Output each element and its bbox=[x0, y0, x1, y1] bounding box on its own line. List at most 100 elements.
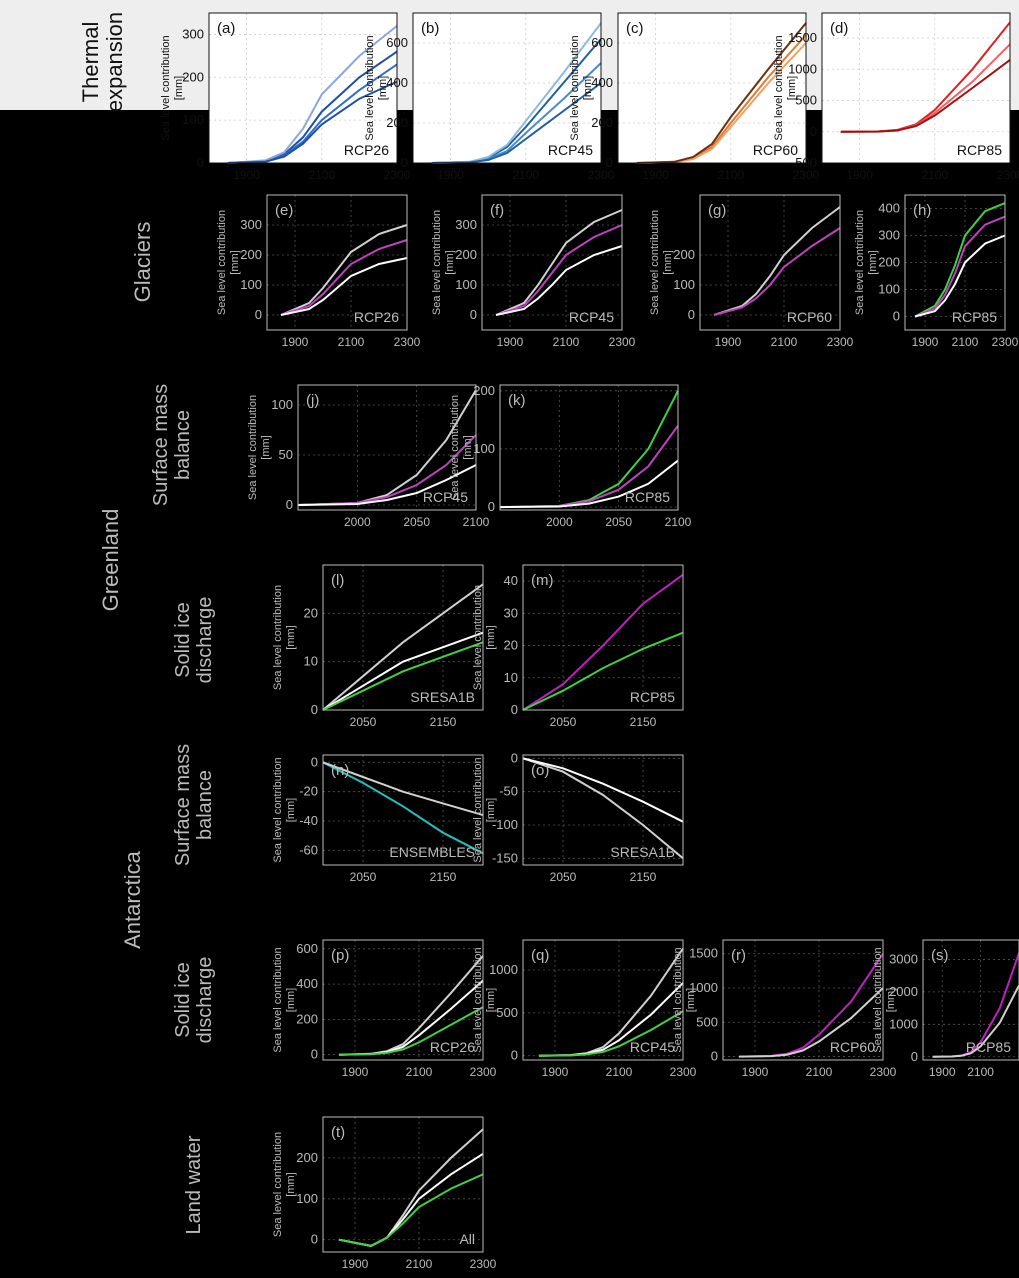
plot-area bbox=[618, 13, 806, 163]
panel-label: (d) bbox=[830, 20, 848, 37]
y-axis-label-line: [mm] bbox=[285, 625, 297, 649]
y-tick-label: -100 bbox=[492, 817, 518, 832]
x-tick-label: 1900 bbox=[929, 1065, 956, 1079]
x-tick-label: 2100 bbox=[308, 168, 335, 182]
y-tick-label: 100 bbox=[673, 277, 695, 292]
panel-label: (r) bbox=[731, 947, 746, 964]
y-axis-label-line: Sea level contribution bbox=[247, 395, 259, 500]
y-axis-label: Sea level contribution[mm] bbox=[569, 35, 594, 140]
y-axis-label: Sea level contribution[mm] bbox=[872, 947, 897, 1052]
x-tick-label: 2100 bbox=[717, 168, 744, 182]
y-axis-label-line: [mm] bbox=[485, 625, 497, 649]
axes-frame bbox=[412, 12, 602, 164]
y-axis-label: Sea level contribution[mm] bbox=[449, 395, 474, 500]
series-line bbox=[338, 1173, 484, 1247]
axes-frame bbox=[266, 194, 408, 331]
scenario-label: RCP60 bbox=[830, 1039, 875, 1055]
x-tick-label: 1900 bbox=[437, 168, 464, 182]
y-tick-label: 20 bbox=[304, 605, 318, 620]
series-line bbox=[280, 224, 408, 316]
y-tick-label: 0 bbox=[893, 309, 900, 324]
x-tick-label: 2100 bbox=[338, 335, 365, 349]
x-tick-label: 2050 bbox=[550, 715, 577, 729]
y-tick-label: 40 bbox=[504, 573, 518, 588]
y-tick-label: 200 bbox=[386, 115, 408, 130]
y-tick-label: 200 bbox=[473, 383, 495, 398]
panel-label: (s) bbox=[931, 947, 949, 964]
y-tick-label: 0 bbox=[711, 1049, 718, 1064]
x-tick-label: 2100 bbox=[553, 335, 580, 349]
panel-label: (p) bbox=[331, 947, 349, 964]
x-tick-label: 2300 bbox=[394, 335, 421, 349]
y-tick-label: 200 bbox=[591, 115, 613, 130]
y-axis-label-line: [mm] bbox=[685, 988, 697, 1012]
axes-frame bbox=[481, 194, 623, 331]
x-tick-label: 2100 bbox=[952, 335, 979, 349]
y-tick-label: 0 bbox=[911, 1049, 918, 1064]
y-axis-label: Sea level contribution[mm] bbox=[472, 585, 497, 690]
x-tick-label: 1900 bbox=[282, 335, 309, 349]
y-tick-label: 20 bbox=[504, 638, 518, 653]
panel-s: 0 1000 2000 3000 1900 2100 (s) RCP85 Sea level c… bbox=[872, 939, 1019, 1079]
y-axis-label-line: Sea level contribution bbox=[160, 35, 172, 140]
scenario-label: ENSEMBLES bbox=[389, 844, 475, 860]
y-tick-label: 400 bbox=[878, 201, 900, 216]
y-tick-label: 0 bbox=[311, 1047, 318, 1062]
x-tick-label: 1900 bbox=[742, 1065, 769, 1079]
axes-frame bbox=[322, 564, 484, 711]
x-tick-label: 2050 bbox=[403, 515, 430, 529]
y-tick-label: 0 bbox=[311, 754, 318, 769]
x-tick-label: 1900 bbox=[846, 168, 873, 182]
y-axis-label: Sea level contribution[mm] bbox=[472, 757, 497, 862]
x-tick-label: 2300 bbox=[470, 1065, 497, 1079]
row-label-greenland-sd: Solid icedischarge bbox=[172, 597, 216, 684]
y-tick-label: 1500 bbox=[689, 946, 718, 961]
scenario-label: SRESA1B bbox=[410, 689, 475, 705]
panel-label: (l) bbox=[331, 572, 344, 589]
scenario-label: RCP26 bbox=[354, 309, 399, 325]
scenario-label: RCP60 bbox=[753, 142, 798, 158]
y-tick-label: 400 bbox=[591, 75, 613, 90]
x-tick-label: 2100 bbox=[806, 1065, 833, 1079]
panel-label: (g) bbox=[708, 202, 726, 219]
y-axis-label-line: [mm] bbox=[285, 988, 297, 1012]
series-line bbox=[713, 227, 841, 316]
x-tick-label: 2300 bbox=[997, 168, 1019, 182]
y-axis-label-line: [mm] bbox=[485, 798, 497, 822]
y-axis-label-line: Sea level contribution bbox=[216, 210, 228, 315]
x-tick-label: 2300 bbox=[992, 335, 1019, 349]
series-line bbox=[914, 215, 1006, 318]
row-label-greenland-sd-line: Solid ice bbox=[172, 602, 194, 678]
row-label-landwater-line: Land water bbox=[183, 1135, 205, 1234]
y-axis-label-line: Sea level contribution bbox=[272, 585, 284, 690]
panel-label: (m) bbox=[531, 572, 554, 589]
panel-b: 0 200 400 600 1900 2100 2300 (b) RCP45 Sea level … bbox=[364, 12, 615, 182]
axes-frame bbox=[922, 939, 1019, 1061]
y-axis-label-line: [mm] bbox=[285, 798, 297, 822]
row-label-greenland-line: Greenland bbox=[98, 509, 123, 612]
y-axis-label-line: Sea level contribution bbox=[649, 210, 661, 315]
axes-frame bbox=[499, 384, 679, 511]
x-tick-label: 2100 bbox=[921, 168, 948, 182]
y-tick-label: 200 bbox=[296, 1150, 318, 1165]
y-tick-label: 0 bbox=[197, 155, 204, 170]
axes-frame bbox=[322, 939, 484, 1061]
series-line bbox=[499, 459, 679, 509]
series-line bbox=[227, 25, 398, 164]
y-axis-label: Sea level contribution[mm] bbox=[431, 210, 456, 315]
y-tick-label: 2000 bbox=[889, 984, 918, 999]
y-axis-label-line: [mm] bbox=[786, 76, 798, 100]
y-tick-label: 100 bbox=[296, 1191, 318, 1206]
row-label-antarctica-sd: Solid icedischarge bbox=[172, 957, 216, 1044]
y-tick-label: 0 bbox=[311, 702, 318, 717]
x-tick-label: 2300 bbox=[670, 1065, 697, 1079]
x-tick-label: 2300 bbox=[827, 335, 854, 349]
series-line bbox=[522, 573, 684, 711]
y-tick-label: 0 bbox=[606, 155, 613, 170]
series-line bbox=[522, 631, 684, 711]
series-line bbox=[932, 984, 1019, 1058]
y-axis-label: Sea level contribution[mm] bbox=[272, 585, 297, 690]
y-axis-label: Sea level contribution[mm] bbox=[773, 35, 798, 140]
